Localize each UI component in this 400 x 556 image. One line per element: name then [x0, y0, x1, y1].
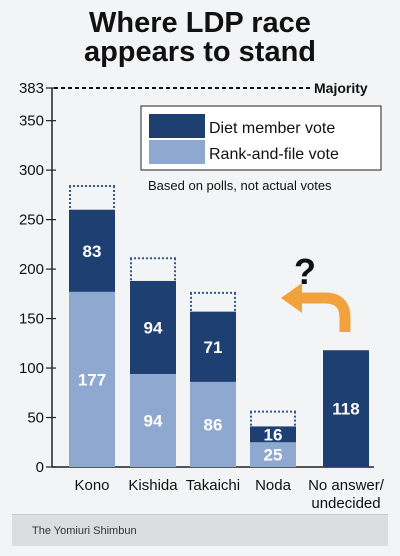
x-category-label: No answer/: [308, 477, 385, 494]
bar-diet-member: [323, 350, 369, 467]
bar-value-label: 177: [78, 370, 106, 389]
bar-value-label: 25: [264, 446, 283, 465]
legend-label-rank: Rank-and-file vote: [209, 146, 339, 163]
x-category-label: Kishida: [128, 477, 178, 494]
majority-label: Majority: [314, 80, 368, 96]
y-tick-label: 300: [19, 162, 44, 179]
x-category-label: Kono: [74, 477, 109, 494]
chart-title-line-1: Where LDP race: [89, 7, 311, 39]
legend-swatch-rank: [149, 140, 205, 164]
bar-value-label: 118: [332, 400, 359, 419]
y-tick-label: 200: [19, 261, 44, 278]
bar-rank-and-file: [250, 442, 296, 467]
bar-value-label: 94: [144, 411, 163, 430]
legend-note: Based on polls, not actual votes: [148, 178, 332, 193]
bar-rank-and-file: [190, 381, 236, 467]
bar-diet-member: [190, 311, 236, 382]
bar-value-label: 83: [83, 242, 102, 261]
y-tick-label: 250: [19, 212, 44, 229]
bar-value-label: 94: [144, 318, 163, 337]
x-category-label: Takaichi: [186, 477, 240, 494]
chart-title-line-2: appears to stand: [83, 36, 317, 68]
bar-value-label: 16: [264, 425, 283, 444]
bar-diet-member: [130, 280, 176, 374]
credit-line: The Yomiuri Shimbun: [12, 514, 388, 546]
x-category-label: undecided: [311, 495, 380, 512]
legend-swatch-diet: [149, 114, 205, 138]
y-tick-label: 50: [27, 410, 44, 427]
bar-diet-member: [250, 426, 296, 443]
legend-label-diet: Diet member vote: [209, 120, 335, 137]
bar-diet-member: [69, 209, 115, 292]
bar-value-label: 86: [204, 415, 223, 434]
y-tick-label: 150: [19, 311, 44, 328]
bar-value-label: 71: [204, 338, 223, 357]
y-tick-label: 0: [36, 459, 44, 476]
curved-arrow-shaft: [300, 292, 351, 332]
bar-rank-and-file: [69, 291, 115, 467]
question-mark: ?: [294, 251, 316, 292]
bar-rank-and-file: [130, 373, 176, 467]
y-tick-label: 100: [19, 360, 44, 377]
y-tick-label: 350: [19, 113, 44, 130]
curved-arrow-head: [281, 283, 302, 313]
x-category-label: Noda: [255, 477, 292, 494]
reference-tick-label: 383: [19, 80, 44, 97]
